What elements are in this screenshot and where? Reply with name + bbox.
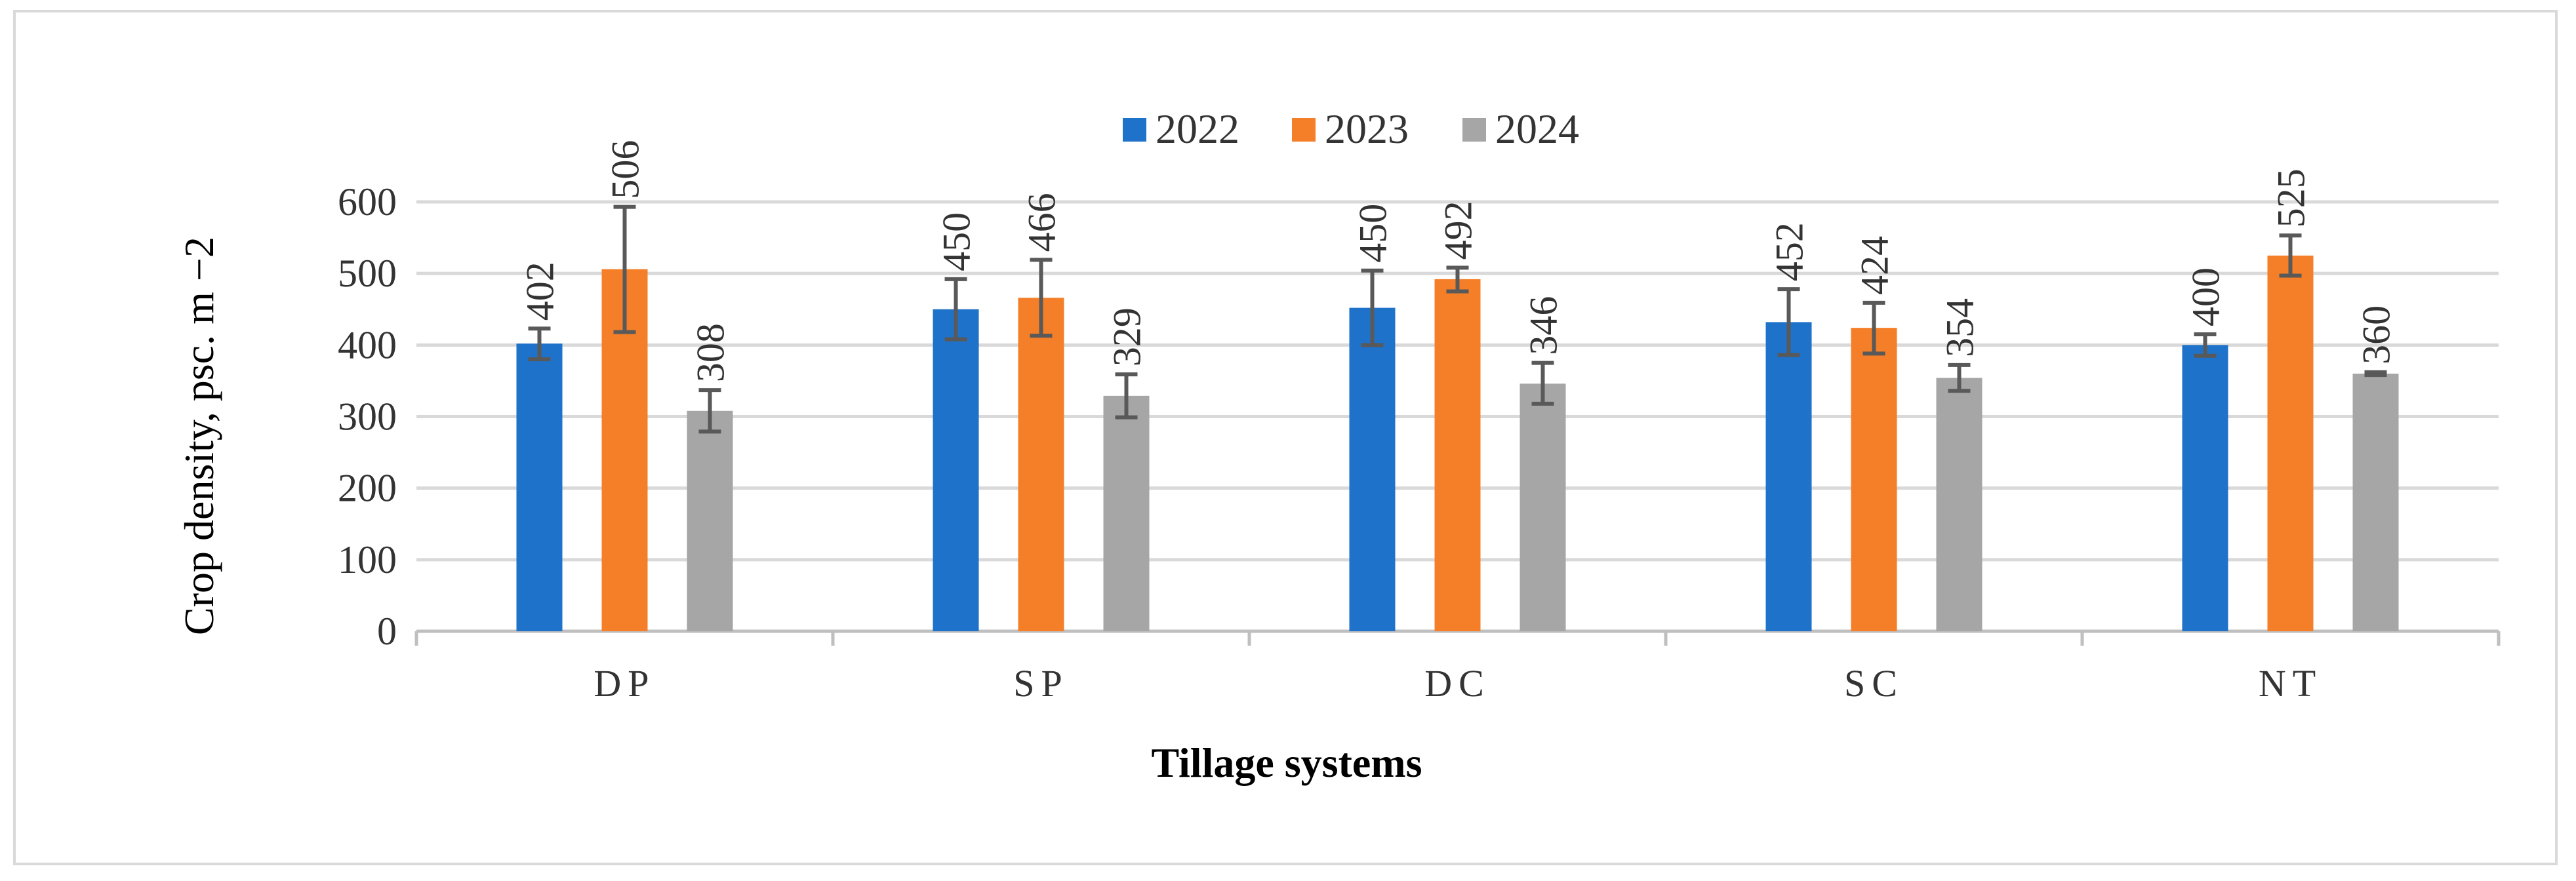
y-tick-label: 100 xyxy=(338,538,397,581)
axes xyxy=(414,629,2501,646)
legend-item-2024: 2024 xyxy=(1462,106,1579,152)
bar-2024-DP xyxy=(687,410,733,631)
legend-item-2022: 2022 xyxy=(1123,106,1239,152)
error-bar-2022-DP xyxy=(528,326,551,362)
error-bar-2024-SC xyxy=(1948,362,1971,393)
data-label-2023-SP: 466 xyxy=(1020,193,1064,252)
bar-2024-SP xyxy=(1103,395,1150,631)
x-tick-label: NT xyxy=(2259,662,2322,705)
data-label-2024-DC: 346 xyxy=(1522,296,1565,355)
bar-2024-SC xyxy=(1936,378,1982,631)
error-bars xyxy=(528,205,2387,434)
bar-2022-SC xyxy=(1765,322,1812,631)
data-label-2023-SC: 424 xyxy=(1853,236,1897,295)
error-bar-2024-DP xyxy=(698,388,721,434)
error-bar-2022-SP xyxy=(944,277,967,342)
chart-frame xyxy=(13,10,2558,865)
y-tick-label: 400 xyxy=(338,323,397,366)
data-label-2024-SP: 329 xyxy=(1106,307,1149,366)
data-label-2023-DC: 492 xyxy=(1437,201,1480,260)
y-tick-label: 0 xyxy=(377,610,397,653)
x-tick-label: SC xyxy=(1844,662,1904,705)
bar-2022-NT xyxy=(2182,345,2228,631)
data-label-2022-SC: 452 xyxy=(1768,222,1811,281)
error-bar-2024-NT xyxy=(2364,370,2387,378)
error-bar-2024-DC xyxy=(1531,361,1554,406)
x-tick-label: SP xyxy=(1013,662,1069,705)
error-bar-2023-NT xyxy=(2279,233,2302,278)
y-tick-label: 300 xyxy=(338,395,397,439)
error-bar-2022-NT xyxy=(2194,332,2217,358)
x-tick-labels: DP SP DC SC NT xyxy=(594,662,2322,705)
bars xyxy=(516,255,2399,631)
bar-2024-NT xyxy=(2352,374,2399,631)
data-label-2022-SP: 450 xyxy=(935,212,978,271)
bar-2023-DC xyxy=(1434,279,1481,631)
error-bar-2023-DP xyxy=(613,205,636,334)
data-label-2024-SC: 354 xyxy=(1939,298,1982,357)
data-label-2024-NT: 360 xyxy=(2355,305,2398,364)
error-bar-2023-SP xyxy=(1030,258,1053,338)
legend-label-2023: 2023 xyxy=(1325,106,1409,152)
error-bar-2023-DC xyxy=(1446,265,1469,294)
y-axis-label: Crop density, psc. m −2 xyxy=(176,237,222,635)
data-labels: 402 506 308 450 466 329 450 492 346 452 424 354 400 5… xyxy=(519,140,2398,382)
data-label-2023-DP: 506 xyxy=(604,140,647,199)
y-tick-label: 200 xyxy=(338,467,397,510)
data-label-2023-NT: 525 xyxy=(2270,168,2313,227)
bar-2023-SP xyxy=(1018,298,1064,631)
legend-label-2022: 2022 xyxy=(1156,106,1239,152)
legend-swatch-2022 xyxy=(1123,118,1146,142)
bar-2022-DC xyxy=(1349,307,1396,631)
y-tick-label: 500 xyxy=(338,252,397,295)
legend-label-2024: 2024 xyxy=(1495,106,1579,152)
legend-swatch-2024 xyxy=(1462,118,1486,142)
legend-item-2023: 2023 xyxy=(1292,106,1409,152)
data-label-2022-DC: 450 xyxy=(1352,204,1395,263)
legend-swatch-2023 xyxy=(1292,118,1316,142)
x-tick-label: DC xyxy=(1424,662,1491,705)
data-label-2024-DP: 308 xyxy=(689,323,733,382)
error-bar-2023-SC xyxy=(1862,300,1885,356)
bar-2023-NT xyxy=(2267,255,2314,631)
data-label-2022-NT: 400 xyxy=(2184,267,2228,326)
y-tick-label: 600 xyxy=(338,180,397,224)
bar-2022-DP xyxy=(516,343,563,631)
bar-2023-SC xyxy=(1851,328,1897,631)
error-bar-2024-SP xyxy=(1115,372,1138,420)
error-bar-2022-SC xyxy=(1777,287,1800,357)
bar-2022-SP xyxy=(933,309,979,631)
y-tick-labels: 0 100 200 300 400 500 600 xyxy=(338,180,397,653)
legend: 2022 2023 2024 xyxy=(1123,106,1579,152)
x-tick-label: DP xyxy=(594,662,655,705)
bar-2024-DC xyxy=(1519,383,1566,631)
x-axis-label: Tillage systems xyxy=(1151,739,1422,786)
error-bar-2022-DC xyxy=(1361,268,1384,347)
data-label-2022-DP: 402 xyxy=(519,262,562,321)
